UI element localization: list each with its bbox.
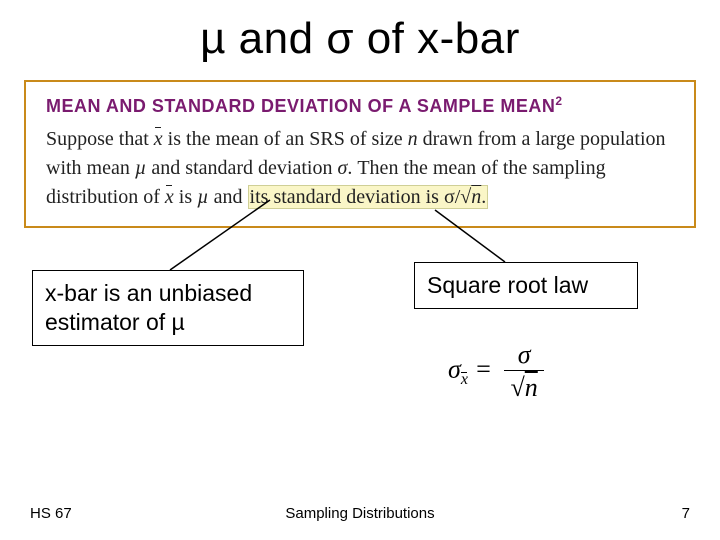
- formula-fraction: σ√n: [504, 340, 543, 403]
- formula-den-n: n: [525, 373, 538, 402]
- formula-denominator: √n: [504, 370, 543, 403]
- formula-sigma-xbar: σx = σ√n: [448, 340, 544, 403]
- footer-page-number: 7: [682, 505, 690, 522]
- callout-sqrt-law: Square root law: [414, 262, 638, 309]
- radical-symbol: √: [510, 373, 524, 402]
- formula-numerator: σ: [504, 340, 543, 370]
- callout-unbiased: x-bar is an unbiased estimator of µ: [32, 270, 304, 346]
- footer-center: Sampling Distributions: [0, 505, 720, 522]
- formula-xbar-sub: x: [461, 371, 468, 389]
- formula-sigma: σ: [448, 354, 461, 383]
- slide: µ and σ of x-bar MEAN AND STANDARD DEVIA…: [0, 0, 720, 540]
- arrow-right-line: [435, 210, 505, 262]
- formula-equals: =: [468, 354, 499, 383]
